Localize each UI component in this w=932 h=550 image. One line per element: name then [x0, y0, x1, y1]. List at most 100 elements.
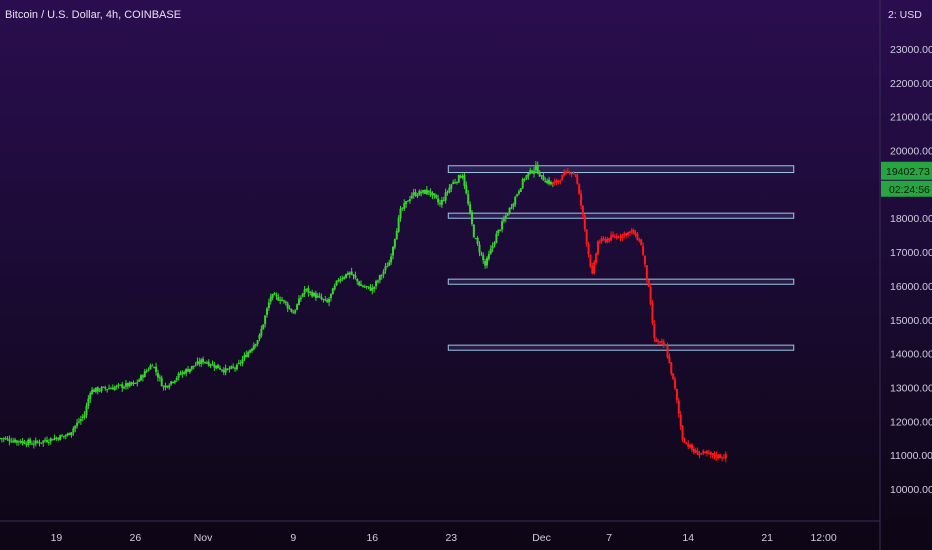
- candle: [506, 213, 509, 217]
- candle: [113, 385, 116, 391]
- candle: [715, 451, 718, 461]
- candle: [386, 262, 389, 268]
- candle: [412, 188, 415, 199]
- candle: [57, 437, 60, 441]
- y-tick-label: 11000.00: [890, 450, 932, 462]
- candle: [427, 190, 430, 196]
- candle: [46, 436, 49, 444]
- candle: [403, 199, 406, 211]
- candle: [516, 193, 519, 198]
- candle: [457, 174, 460, 183]
- candle: [687, 440, 690, 450]
- candle: [361, 284, 364, 288]
- candle: [668, 353, 671, 364]
- candle: [610, 231, 613, 242]
- candle: [578, 183, 581, 196]
- candle: [399, 205, 402, 222]
- candle: [333, 283, 336, 291]
- candle: [313, 291, 316, 297]
- candle: [527, 172, 530, 180]
- candle: [81, 413, 84, 422]
- x-tick-label: 23: [445, 532, 457, 544]
- candle: [416, 193, 419, 199]
- candle: [164, 382, 167, 391]
- candle: [6, 436, 9, 441]
- candle: [30, 440, 33, 445]
- candle: [378, 274, 381, 284]
- x-tick-label: 26: [130, 532, 142, 544]
- candle: [237, 359, 240, 365]
- candle: [109, 386, 112, 390]
- candle: [484, 259, 487, 269]
- x-tick-label: 19: [51, 532, 63, 544]
- candle: [211, 360, 214, 366]
- price-axis: 10000.00 11000.00 12000.00 13000.00 14000.00…: [890, 44, 932, 496]
- candle: [564, 169, 567, 176]
- y-tick-label: 10000.00: [890, 484, 932, 496]
- candle: [27, 438, 30, 447]
- candle: [425, 185, 428, 195]
- candle: [397, 215, 400, 233]
- candle: [220, 369, 223, 373]
- candle: [102, 386, 105, 388]
- sr-zone[interactable]: [447, 165, 795, 174]
- candle: [420, 189, 423, 197]
- sr-zone[interactable]: [447, 212, 795, 219]
- candle: [382, 269, 385, 279]
- candle: [305, 288, 308, 292]
- candle: [115, 384, 118, 390]
- candle: [53, 434, 56, 441]
- candle: [497, 229, 500, 236]
- candle: [59, 434, 62, 441]
- x-tick-label: 21: [761, 532, 773, 544]
- candle: [694, 447, 697, 453]
- candle: [213, 361, 216, 371]
- candle: [344, 273, 347, 279]
- candle: [371, 284, 374, 295]
- candle: [205, 360, 208, 364]
- candle: [700, 452, 703, 456]
- candle: [279, 296, 282, 305]
- candle: [704, 450, 707, 454]
- candle: [166, 385, 169, 389]
- candle: [395, 228, 398, 240]
- candle: [136, 379, 139, 387]
- candle: [487, 250, 490, 261]
- candle: [600, 236, 603, 244]
- countdown-box: [881, 180, 932, 197]
- candle: [439, 199, 441, 207]
- candle: [104, 385, 107, 391]
- sr-zone[interactable]: [447, 344, 795, 351]
- candle: [38, 439, 41, 447]
- candle: [76, 419, 79, 429]
- sr-zone[interactable]: [447, 278, 795, 285]
- candle: [702, 449, 705, 456]
- candle: [85, 402, 88, 419]
- candle: [602, 236, 605, 241]
- candle: [62, 435, 65, 439]
- candle: [642, 242, 645, 257]
- candle: [431, 191, 434, 200]
- candle: [14, 437, 17, 444]
- candle: [147, 367, 150, 372]
- candle: [538, 170, 541, 177]
- candle: [277, 293, 280, 302]
- candle: [153, 366, 156, 369]
- candle: [459, 174, 462, 179]
- candle: [478, 241, 481, 257]
- candle: [634, 230, 637, 238]
- candle: [68, 432, 71, 436]
- candle: [523, 177, 526, 182]
- candle: [640, 238, 643, 246]
- candle: [297, 295, 300, 306]
- y-tick-label: 13000.00: [890, 382, 932, 394]
- x-tick-label: 7: [606, 532, 612, 544]
- candle: [318, 292, 321, 299]
- candle: [360, 280, 363, 286]
- candle: [177, 371, 180, 381]
- candle: [188, 368, 191, 374]
- candle: [367, 286, 370, 290]
- candle: [0, 437, 1, 440]
- candle: [719, 453, 722, 459]
